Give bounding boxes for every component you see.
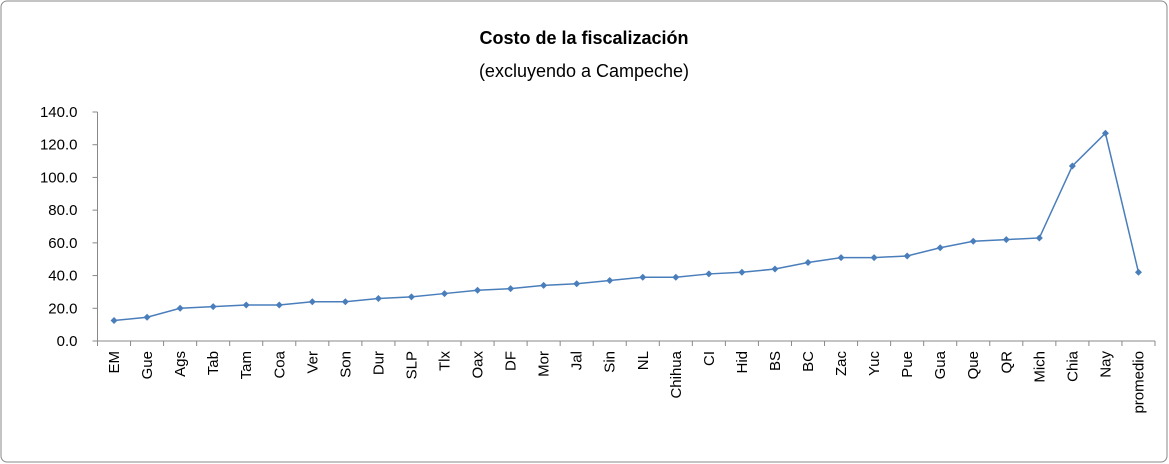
y-tick-label: 0.0 xyxy=(57,333,78,350)
marker xyxy=(1068,162,1076,170)
x-tick-label: Jal xyxy=(569,351,586,370)
marker xyxy=(308,298,316,306)
y-tick-label: 60.0 xyxy=(48,235,77,252)
marker xyxy=(540,281,548,289)
marker xyxy=(1002,236,1010,244)
marker xyxy=(1035,234,1043,242)
y-tick-label: 20.0 xyxy=(48,300,77,317)
marker xyxy=(705,270,713,278)
x-tick-label: Pue xyxy=(899,351,916,378)
x-tick-label: Ver xyxy=(304,351,321,374)
marker xyxy=(936,244,944,252)
x-tick-label: QR xyxy=(998,351,1015,374)
marker xyxy=(573,280,581,288)
y-tick-label: 140.0 xyxy=(40,104,78,121)
x-tick-label: Ags xyxy=(172,351,189,377)
x-tick-label: Gue xyxy=(139,351,156,379)
marker xyxy=(903,252,911,260)
y-tick-label: 120.0 xyxy=(40,137,78,154)
x-tick-label: Sin xyxy=(602,351,619,373)
x-tick-label: Coa xyxy=(271,350,288,378)
y-tick-label: 40.0 xyxy=(48,268,77,285)
x-tick-label: Tlx xyxy=(436,351,453,371)
marker xyxy=(771,265,779,273)
marker xyxy=(275,301,283,309)
x-tick-label: SLP xyxy=(403,351,420,379)
x-tick-label: Chia xyxy=(1064,350,1081,382)
y-tick-label: 100.0 xyxy=(40,169,78,186)
x-tick-label: Tam xyxy=(238,351,255,379)
x-tick-label: BS xyxy=(767,351,784,371)
x-tick-label: Chihua xyxy=(668,350,685,398)
x-tick-label: Mor xyxy=(536,351,553,377)
x-tick-label: Oax xyxy=(470,351,487,379)
marker xyxy=(507,285,515,293)
x-tick-label: Que xyxy=(965,351,982,379)
x-tick-label: Yuc xyxy=(866,351,883,377)
x-tick-label: Nay xyxy=(1097,351,1114,378)
x-tick-label: NL xyxy=(635,351,652,370)
marker xyxy=(1101,129,1109,137)
marker xyxy=(242,301,250,309)
line xyxy=(113,131,1140,322)
x-tick-label: promedio xyxy=(1130,351,1147,414)
x-tick-label: EM xyxy=(106,351,123,374)
marker xyxy=(804,258,812,266)
marker xyxy=(606,276,614,284)
x-tick-label: Hid xyxy=(734,351,751,374)
marker xyxy=(440,290,448,298)
marker xyxy=(639,273,647,281)
x-tick-label: DF xyxy=(503,351,520,371)
marker xyxy=(341,298,349,306)
marker xyxy=(738,268,746,276)
x-tick-label: BC xyxy=(800,351,817,372)
marker xyxy=(110,317,118,325)
marker xyxy=(176,304,184,312)
x-tick-label: Zac xyxy=(833,351,850,377)
chart-title: Costo de la fiscalización xyxy=(479,28,688,48)
x-tick-label: Dur xyxy=(370,351,387,375)
marker xyxy=(1134,268,1142,276)
marker xyxy=(870,254,878,262)
marker xyxy=(209,303,217,311)
marker xyxy=(969,237,977,245)
x-tick-label: Son xyxy=(337,351,354,378)
marker xyxy=(143,313,151,321)
marker xyxy=(474,286,482,294)
y-tick-label: 80.0 xyxy=(48,202,77,219)
x-tick-label: CI xyxy=(701,351,718,366)
marker xyxy=(374,294,382,302)
marker xyxy=(407,293,415,301)
x-tick-label: Mich xyxy=(1031,351,1048,383)
marker xyxy=(672,273,680,281)
marker xyxy=(837,254,845,262)
x-tick-label: Gua xyxy=(932,350,949,379)
x-tick-label: Tab xyxy=(205,351,222,375)
chart-subtitle: (excluyendo a Campeche) xyxy=(479,61,689,81)
